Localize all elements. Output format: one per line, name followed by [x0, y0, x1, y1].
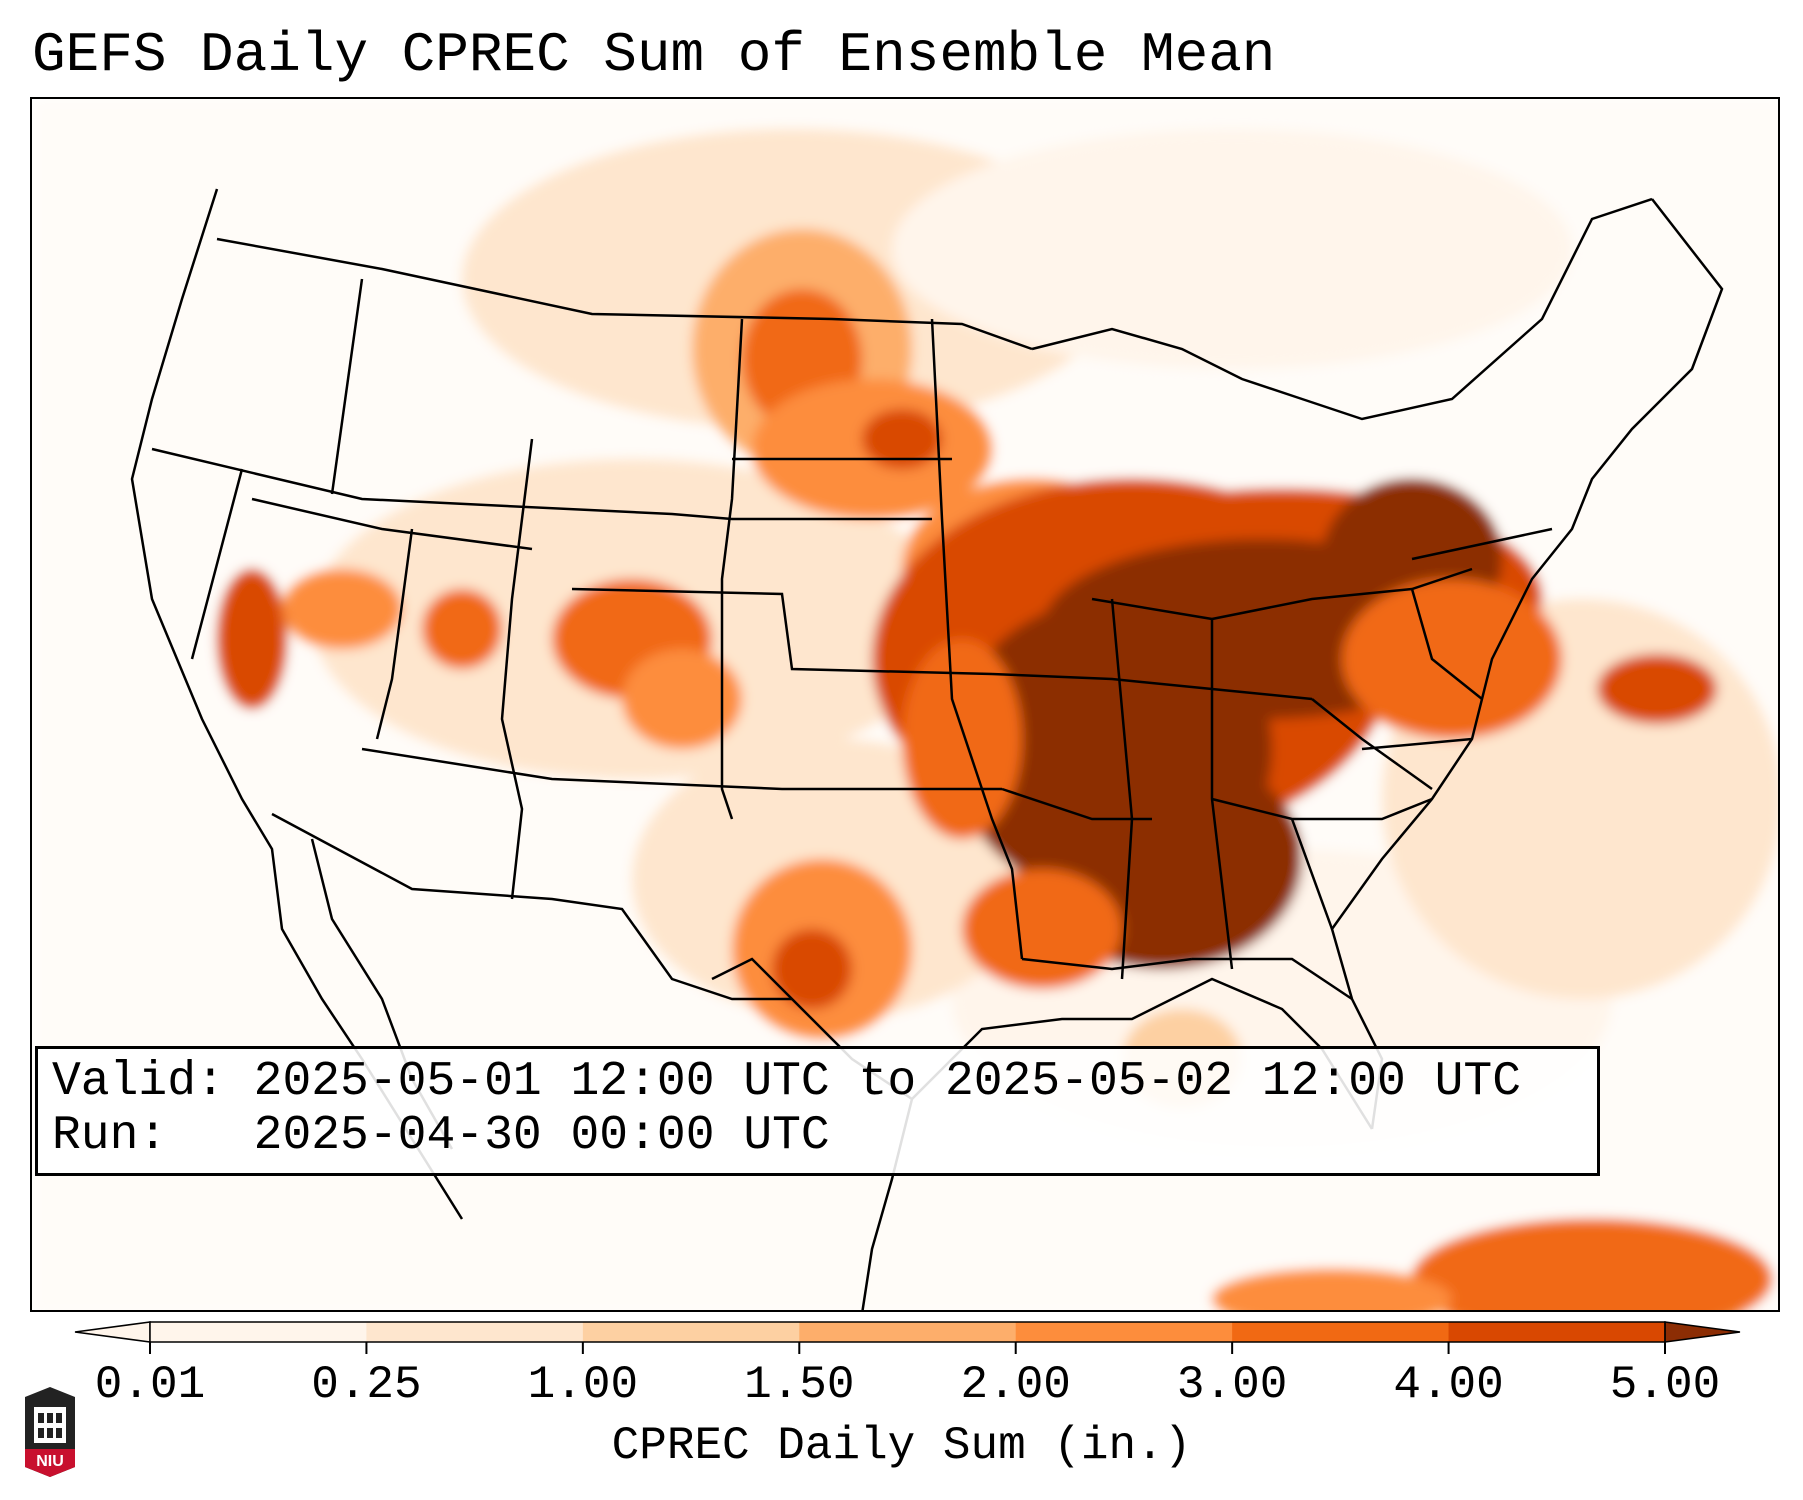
valid-run-info-box: Valid: 2025-05-01 12:00 UTC to 2025-05-0…: [35, 1046, 1600, 1176]
colorbar-tick-label: 4.00: [1393, 1359, 1504, 1411]
colorbar-tick-label: 2.00: [960, 1359, 1071, 1411]
map-boundaries: [130, 188, 1724, 1310]
colorbar-tick-label: 1.50: [744, 1359, 855, 1411]
colorbar-extend-max: [1664, 1321, 1741, 1343]
colorbar-extend-min: [74, 1321, 151, 1343]
colorbar-tick-label: 0.01: [94, 1359, 206, 1411]
niu-logo: NIU: [20, 1385, 80, 1485]
colorbar-segment: [1448, 1322, 1666, 1342]
colorbar-label: CPREC Daily Sum (in.): [611, 1420, 1192, 1472]
colorbar-segment: [1015, 1322, 1233, 1342]
run-time-text: Run: 2025-04-30 00:00 UTC: [52, 1109, 830, 1163]
colorbar-tick-label: 1.00: [527, 1359, 639, 1411]
colorbar-tick-label: 5.00: [1609, 1359, 1721, 1411]
map-title: GEFS Daily CPREC Sum of Ensemble Mean: [32, 23, 1276, 87]
colorbar-segment: [150, 1322, 367, 1342]
colorbar-tick-label: 3.00: [1176, 1359, 1288, 1411]
colorbar-segment: [1232, 1322, 1450, 1342]
colorbar-segment: [799, 1322, 1017, 1342]
svg-text:NIU: NIU: [36, 1453, 64, 1470]
colorbar-segment: [582, 1322, 800, 1342]
colorbar-tick-label: 0.25: [311, 1359, 422, 1411]
colorbar: [74, 1321, 1741, 1354]
valid-time-text: Valid: 2025-05-01 12:00 UTC to 2025-05-0…: [52, 1055, 1522, 1109]
colorbar-segment: [366, 1322, 584, 1342]
colorbar-outline: [149, 1321, 1666, 1343]
